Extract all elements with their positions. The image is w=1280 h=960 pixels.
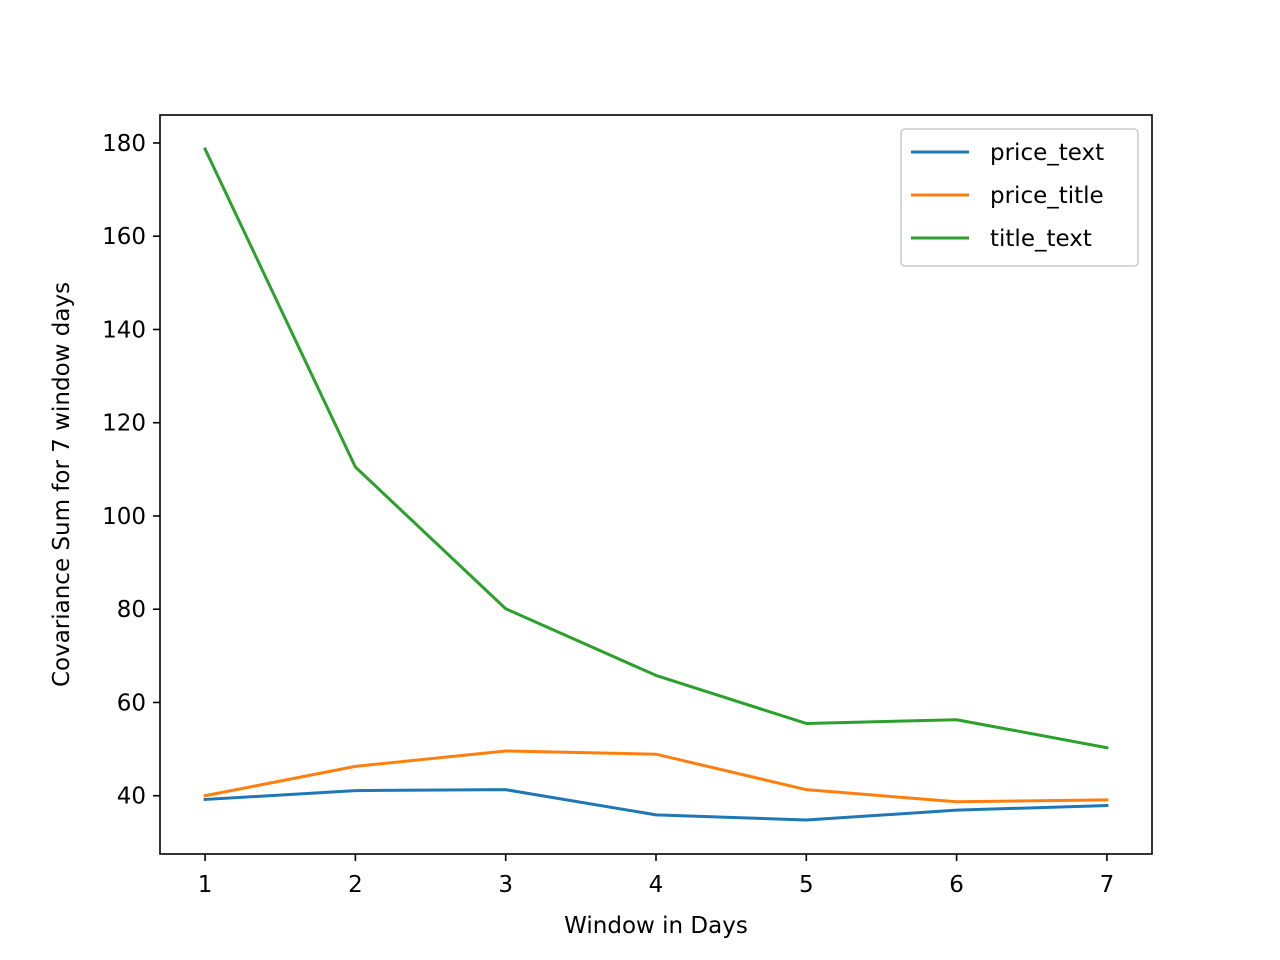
x-axis-ticks: 1 2 3 4 5 6 7 — [198, 854, 1114, 898]
x-tick-label: 5 — [799, 872, 814, 898]
x-tick-label: 6 — [949, 872, 964, 898]
x-tick-label: 7 — [1100, 872, 1115, 898]
y-axis-ticks: 40 60 80 100 120 140 160 180 — [102, 131, 160, 810]
x-tick-label: 2 — [348, 872, 363, 898]
y-tick-label: 160 — [102, 224, 146, 250]
legend: price_text price_title title_text — [900, 128, 1139, 267]
x-tick-label: 1 — [198, 872, 213, 898]
legend-label: price_title — [990, 183, 1104, 209]
y-tick-label: 40 — [117, 784, 146, 810]
y-tick-label: 140 — [102, 317, 146, 343]
series-line-title-text — [203, 147, 1109, 750]
legend-box — [900, 128, 1139, 267]
legend-label: price_text — [990, 140, 1104, 166]
x-tick-label: 3 — [498, 872, 513, 898]
y-tick-label: 100 — [102, 504, 146, 530]
legend-label: title_text — [990, 226, 1092, 252]
series-line-price-title — [203, 749, 1109, 804]
y-axis-label: Covariance Sum for 7 window days — [49, 282, 75, 687]
y-tick-label: 120 — [102, 411, 146, 437]
series-line-price-text — [203, 788, 1109, 822]
y-tick-label: 80 — [117, 597, 146, 623]
series-layer — [203, 147, 1109, 822]
y-tick-label: 60 — [117, 690, 146, 716]
x-tick-label: 4 — [649, 872, 664, 898]
y-tick-label: 180 — [102, 131, 146, 157]
x-axis-label: Window in Days — [564, 913, 748, 939]
